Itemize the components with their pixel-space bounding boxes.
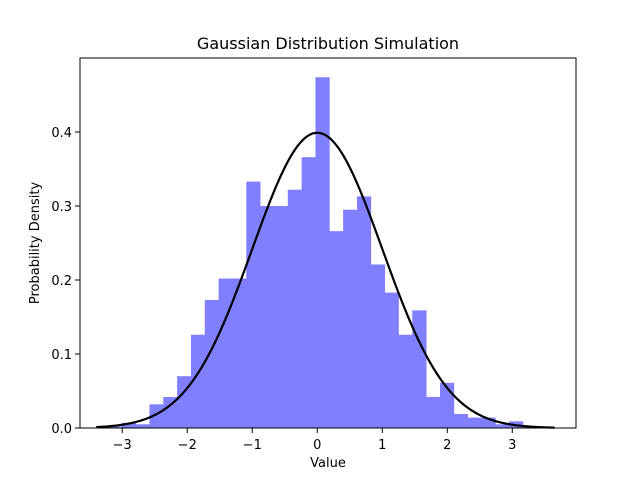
histogram-bar [398, 334, 413, 428]
histogram-bar [329, 231, 344, 428]
histogram-bar [287, 189, 303, 428]
x-axis-ticks: −3 −2 −1 0 1 2 3 [113, 428, 516, 453]
x-tick-label: 2 [443, 438, 451, 453]
x-tick-label: 1 [378, 438, 386, 453]
histogram-bar [218, 278, 233, 428]
y-tick-label: 0.0 [51, 422, 72, 437]
histogram-bar [107, 426, 123, 428]
histogram-bar [356, 196, 372, 428]
y-tick-label: 0.2 [51, 274, 72, 289]
histogram-bar [163, 396, 178, 428]
histogram-bar [149, 404, 164, 428]
histogram-bar [495, 424, 510, 428]
histogram-bar [467, 417, 482, 428]
histogram-bar [246, 181, 261, 428]
histogram-bar [315, 77, 330, 429]
x-tick-label: −2 [178, 438, 197, 453]
histogram-bar [273, 206, 289, 428]
normal-pdf-curve [96, 131, 555, 429]
histogram-bar [190, 334, 206, 428]
y-tick-label: 0.4 [51, 126, 72, 141]
plot-frame [79, 57, 577, 429]
histogram-bar [370, 264, 386, 428]
y-tick-label: 0.1 [51, 348, 72, 363]
histogram-bar [177, 376, 192, 428]
histogram-bar [481, 417, 496, 428]
y-axis-label: Probability Density [28, 182, 43, 305]
histogram-bar [412, 310, 427, 428]
histogram-bar [301, 157, 316, 428]
histogram-bar [135, 424, 150, 428]
histogram-bar [439, 382, 455, 428]
histogram-bar [204, 299, 220, 428]
x-tick-label: 0 [313, 438, 321, 453]
histogram-bar [343, 209, 358, 428]
histogram-bar [426, 396, 441, 428]
histogram-bar [121, 422, 137, 428]
histogram-bars [107, 77, 524, 429]
y-tick-label: 0.3 [51, 200, 72, 215]
y-axis-ticks: 0.0 0.1 0.2 0.3 0.4 [51, 126, 80, 437]
histogram-bar [384, 292, 399, 428]
x-axis-label: Value [310, 456, 346, 471]
x-tick-label: −3 [113, 438, 132, 453]
histogram-bar [453, 413, 469, 428]
x-tick-label: −1 [243, 438, 262, 453]
histogram-bar [232, 278, 247, 428]
chart-title: Gaussian Distribution Simulation [197, 34, 459, 53]
histogram-bar [260, 206, 275, 428]
x-tick-label: 3 [508, 438, 516, 453]
